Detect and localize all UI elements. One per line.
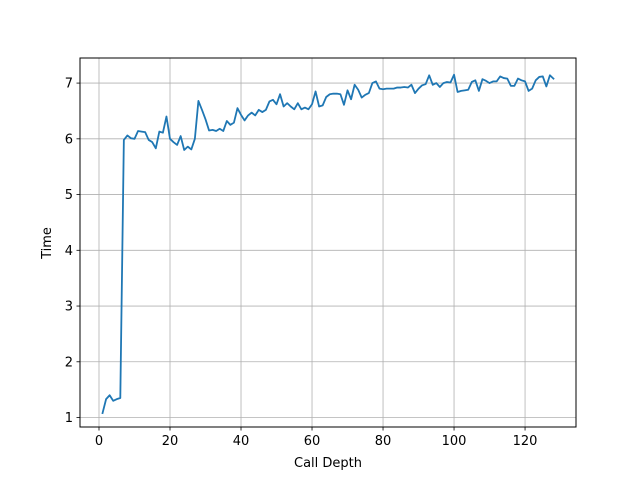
x-tick-label: 100 [442, 434, 467, 449]
x-axis-label: Call Depth [294, 456, 362, 471]
y-tick-label: 5 [65, 188, 73, 203]
x-tick-label: 20 [162, 434, 179, 449]
y-tick-label: 1 [65, 411, 73, 426]
grid-lines [80, 58, 576, 427]
plot-frame [79, 57, 577, 428]
y-tick-label: 3 [65, 300, 73, 315]
axis-ticks: 0 20 40 60 80 100 120 1 2 3 4 5 6 7 [65, 77, 538, 449]
x-tick-label: 80 [375, 434, 392, 449]
series-line [101, 73, 555, 415]
x-tick-label: 40 [233, 434, 250, 449]
y-tick-label: 6 [65, 132, 73, 147]
x-tick-label: 120 [513, 434, 538, 449]
x-tick-label: 60 [304, 434, 321, 449]
y-axis-label: Time [40, 227, 55, 260]
y-tick-label: 7 [65, 77, 73, 92]
y-tick-label: 2 [65, 355, 73, 370]
y-tick-label: 4 [65, 244, 73, 259]
x-tick-label: 0 [95, 434, 103, 449]
series-layer [101, 73, 555, 415]
